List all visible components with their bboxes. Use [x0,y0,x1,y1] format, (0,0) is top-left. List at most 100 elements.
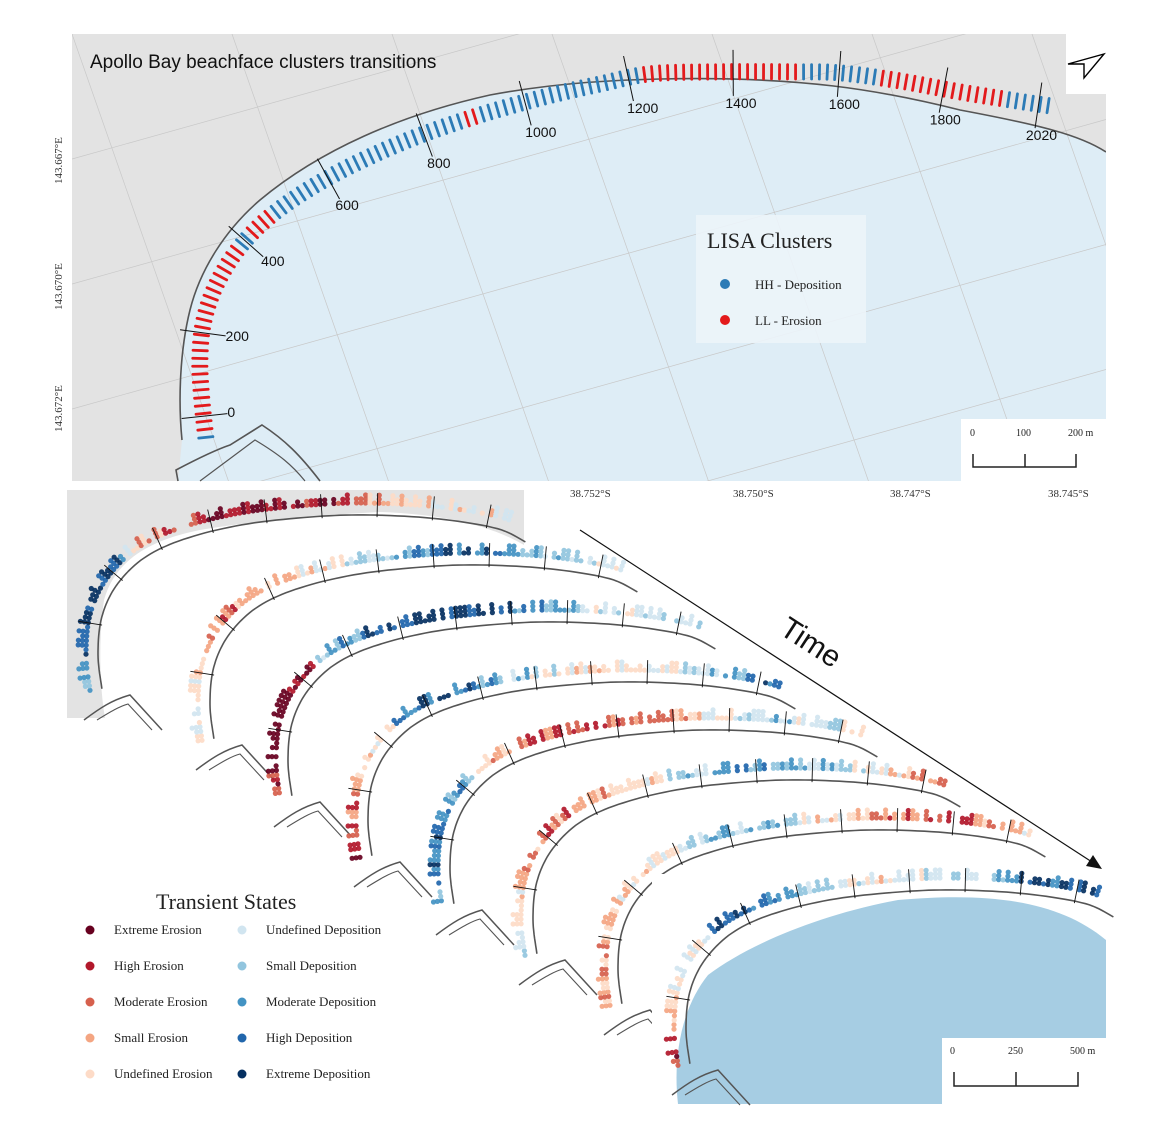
transient-dot [605,563,611,569]
transient-dot [439,504,445,510]
transient-dot [852,763,858,769]
transient-dot [204,648,210,654]
transient-dot [982,818,988,824]
transient-dot [217,506,223,512]
transient-dot [674,975,680,982]
transient-dot [687,944,693,950]
lisa-legend-ll-label: LL - Erosion [755,313,822,328]
transient-dot [520,552,526,558]
transect-line [197,309,215,316]
transient-dot [82,679,88,685]
transient-dot [647,613,653,620]
transient-dot [664,664,670,670]
transient-dot [208,623,214,629]
transient-dot [560,812,566,818]
transient-dot [353,855,359,861]
transient-dot [703,834,709,840]
transient-dot [565,666,571,672]
graticule-line [72,34,74,35]
transient-dot [346,833,352,839]
transient-dot [367,492,373,498]
transient-dot [742,668,748,674]
transect-line [425,123,434,141]
transient-dot [580,608,586,614]
transient-dot [258,503,265,509]
panel-tick [375,549,380,574]
transient-legend-swatch [85,961,95,971]
transient-dot [1063,880,1070,886]
transient-dot [870,765,876,771]
transient-dot [375,741,381,747]
transient-dot [311,560,317,566]
transient-dot [315,654,321,660]
panel-breakwater [83,694,163,731]
transient-dot [865,880,871,886]
transient-dot [415,544,421,550]
transient-dot [687,665,693,671]
transient-dot [85,605,91,611]
transient-dot [199,737,205,743]
transient-dot [520,889,526,895]
transient-dot [640,871,646,878]
transient-dot [605,667,612,673]
transient-dot [441,694,447,700]
transient-dot [85,674,91,680]
transient-dot [445,808,451,815]
panel-tick [598,935,623,941]
transient-dot [233,600,239,607]
transect-line [191,348,209,353]
transient-dot [923,812,929,818]
transient-dot [571,804,577,810]
transient-dot [462,604,468,610]
transient-dot [773,713,780,720]
transient-dot [510,551,517,557]
transient-dot [538,545,544,551]
transient-dot [258,499,264,505]
transient-dot [714,916,720,922]
transient-legend-swatch [237,925,247,935]
transient-dot [557,607,563,613]
panel-tick [348,787,373,793]
transient-dot [427,871,433,877]
transient-dot [400,705,406,711]
transient-dot [550,816,556,822]
transient-dot [743,767,750,773]
transient-dot [788,765,795,771]
transient-dot [820,765,826,772]
transect-line [295,186,307,202]
transient-dot [437,695,443,702]
transient-dot [836,726,842,732]
transient-dot [611,609,617,616]
transient-dot [601,558,607,564]
transient-dot [600,980,606,987]
transient-dot [547,672,553,678]
transient-dot [795,720,802,726]
transient-dot [973,875,979,882]
transient-dot [778,718,784,724]
lat-label-1: 143.667°E [53,137,65,184]
transient-dot [352,781,358,787]
transient-dot [580,604,586,610]
transient-dot [441,821,447,827]
transient-dot [100,581,106,587]
transient-dot [618,784,624,790]
transient-dot [674,1053,680,1059]
transect-line [455,113,464,130]
transect-line [330,166,341,182]
transect-line [289,190,301,206]
transient-dot [690,772,696,778]
transient-dot [883,811,889,817]
transient-dot [521,948,528,954]
transient-dot [345,809,351,815]
transient-dot [669,999,675,1005]
transient-dot [308,502,314,508]
transient-dot [968,816,975,822]
transient-dot [384,724,390,730]
transient-dot [633,612,640,618]
transient-dot [855,807,861,813]
transient-dot [860,880,867,886]
transient-dot [631,881,637,888]
transient-dot [299,503,305,509]
transient-dot [193,674,199,680]
transient-dot [548,730,554,736]
